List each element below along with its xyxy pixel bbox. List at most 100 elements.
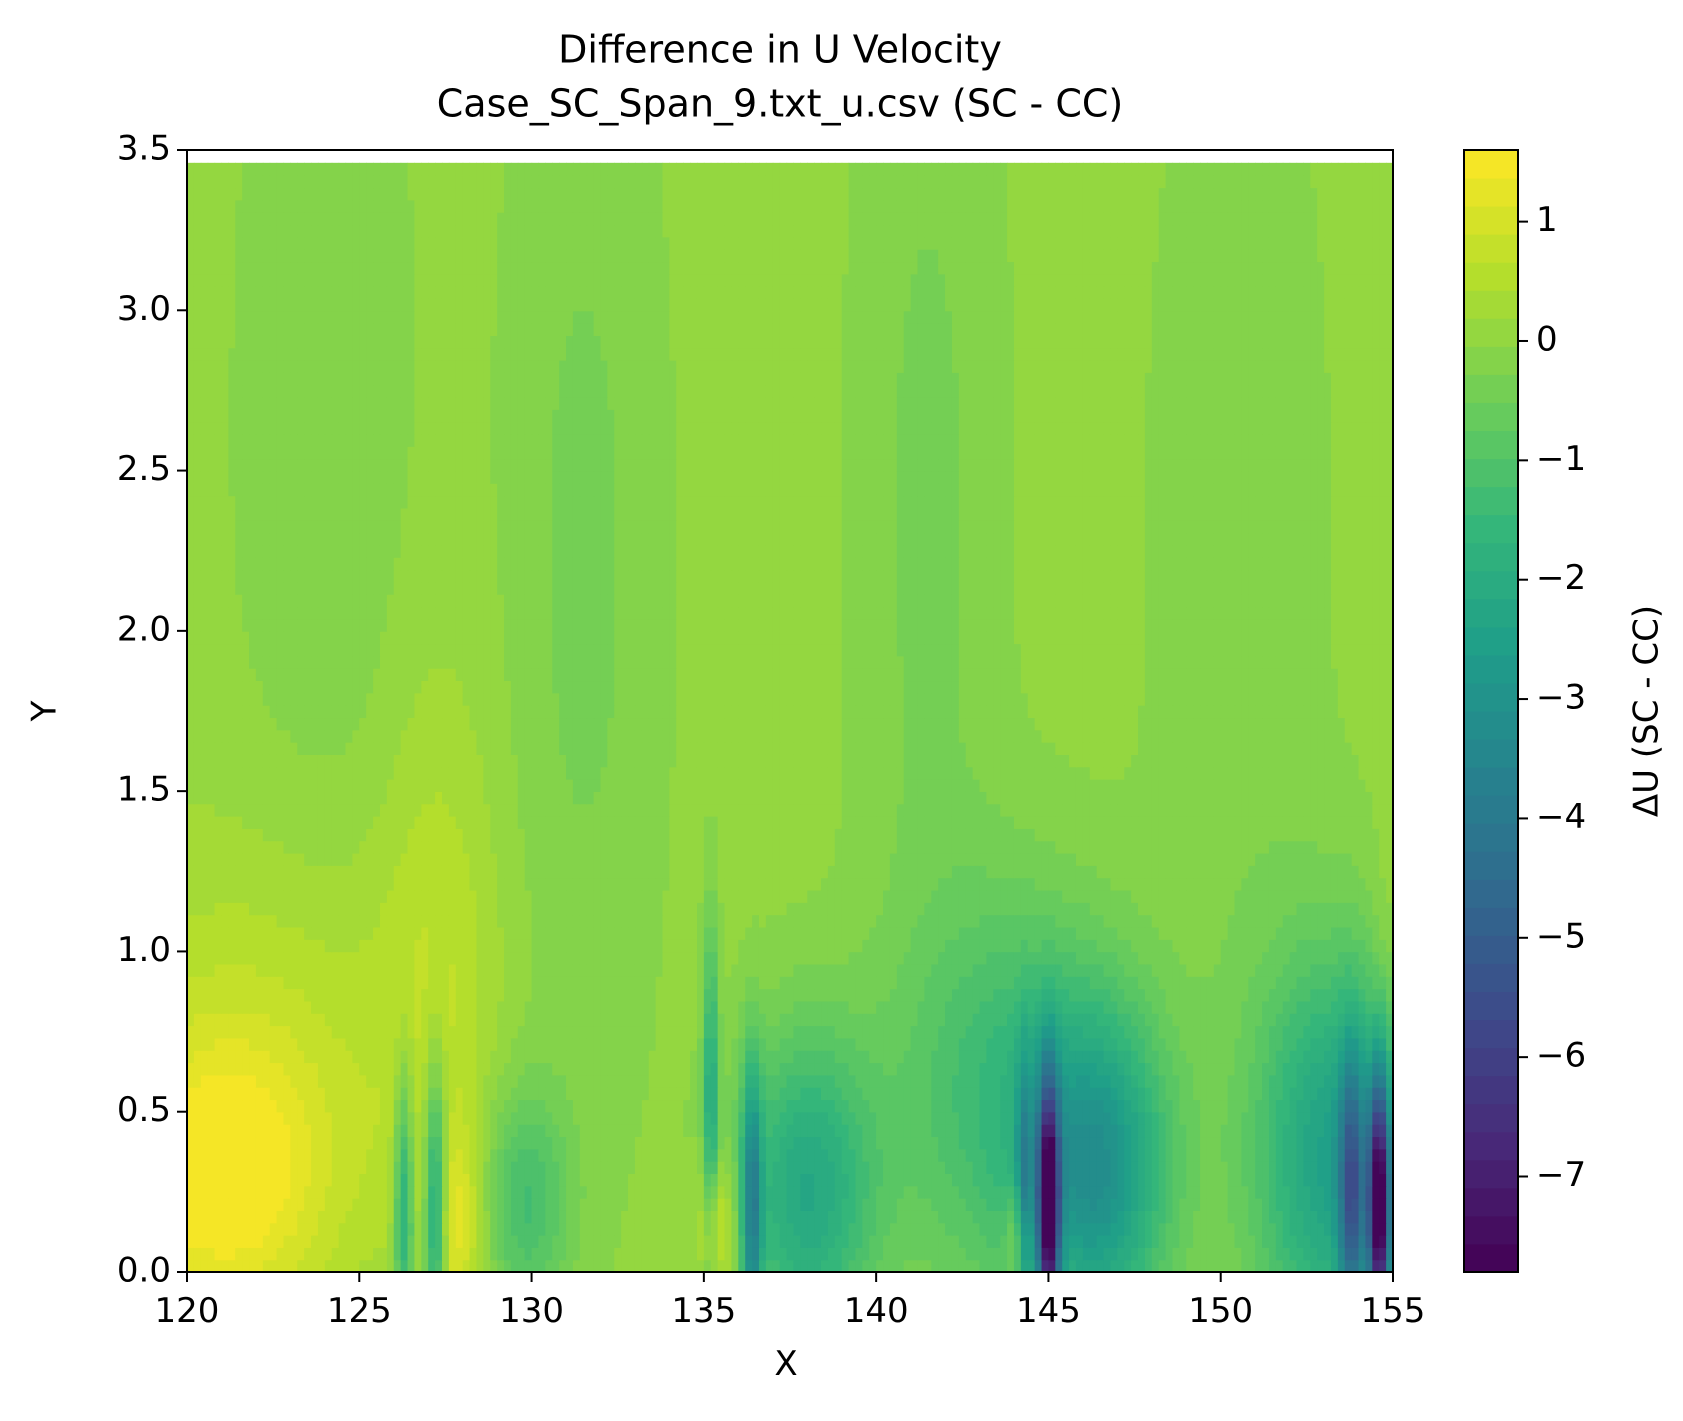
heatmap-cell [738,1173,746,1187]
heatmap-cell [255,1025,264,1039]
heatmap-cell [703,1198,712,1211]
heatmap-cell [1289,1210,1298,1224]
heatmap-cell [1241,1124,1249,1138]
heatmap-cell [1275,1198,1284,1211]
heatmap-cell [600,1210,608,1224]
heatmap-cell [476,939,484,953]
heatmap-cell [531,914,540,928]
heatmap-cell [1075,1111,1084,1125]
heatmap-cell [242,976,250,990]
heatmap-cell [717,1013,726,1027]
heatmap-cell [593,939,602,953]
heatmap-cell [373,1099,381,1113]
heatmap-cell [1131,1222,1139,1236]
heatmap-cell [1241,1136,1249,1150]
heatmap-cell [986,1259,994,1272]
heatmap-cell [1317,976,1325,990]
heatmap-cell [951,1025,960,1039]
heatmap-cell [1027,963,1036,977]
heatmap-cell [331,1198,340,1211]
heatmap-cell [903,951,912,965]
heatmap-cell [345,1050,353,1064]
heatmap-cell [324,1050,333,1064]
heatmap-cell [1317,963,1325,977]
heatmap-cell [393,1247,402,1261]
heatmap-cell [207,1161,216,1174]
heatmap-cell [566,1062,574,1076]
heatmap-cell [1144,1050,1153,1064]
heatmap-cell [1255,1235,1263,1248]
heatmap-cell [566,1173,574,1187]
heatmap-cell [641,1161,650,1174]
heatmap-cell [814,1136,822,1150]
heatmap-cell [696,951,705,965]
heatmap-cell [1268,1074,1277,1088]
heatmap-cell [979,1111,987,1125]
heatmap-cell [524,1111,533,1125]
heatmap-cell [779,1247,788,1261]
heatmap-cell [641,1000,650,1014]
heatmap-cell [1055,1050,1063,1064]
heatmap-cell [1324,1235,1332,1248]
heatmap-cell [1241,1161,1249,1174]
heatmap-cell [414,1000,422,1014]
heatmap-cell [1165,1161,1174,1174]
heatmap-cell [297,1050,305,1064]
heatmap-cell [1282,1136,1291,1150]
heatmap-cell [1248,1050,1256,1064]
heatmap-cell [428,1111,436,1125]
heatmap-cell [1337,951,1346,965]
heatmap-cell [1275,939,1284,953]
heatmap-cell [779,1136,788,1150]
heatmap-cell [1303,1000,1311,1014]
heatmap-cell [1248,1136,1256,1150]
heatmap-cell [572,926,581,940]
heatmap-cell [235,1099,243,1113]
heatmap-cell [1351,1037,1360,1051]
heatmap-cell [193,1050,202,1064]
heatmap-cell [262,1136,271,1150]
heatmap-cell [731,926,739,940]
heatmap-cell [1020,1099,1029,1113]
heatmap-cell [1124,1037,1132,1051]
heatmap-cell [324,926,333,940]
heatmap-cell [407,1259,416,1272]
heatmap-cell [752,976,760,990]
heatmap-cell [958,1124,967,1138]
heatmap-cell [435,1111,443,1125]
heatmap-cell [235,1222,243,1236]
heatmap-cell [724,1037,733,1051]
heatmap-cell [1248,1062,1256,1076]
heatmap-cell [214,1099,223,1113]
heatmap-cell [752,1013,760,1027]
heatmap-cell [566,1148,574,1162]
heatmap-cell [814,1247,822,1261]
heatmap-cell [531,1161,540,1174]
heatmap-cell [1248,1087,1256,1101]
heatmap-cell [1055,963,1063,977]
heatmap-cell [187,1210,195,1224]
heatmap-cell [428,1000,436,1014]
heatmap-cell [235,1074,243,1088]
heatmap-cell [827,976,836,990]
heatmap-cell [821,988,829,1002]
heatmap-cell [221,1259,229,1272]
heatmap-cell [1138,1161,1146,1174]
heatmap-cell [1213,926,1222,940]
heatmap-cell [517,1235,526,1248]
heatmap-cell [951,1173,960,1187]
heatmap-cell [242,1000,250,1014]
heatmap-cell [1213,1136,1222,1150]
heatmap-cell [1186,988,1194,1002]
heatmap-cell [958,1136,967,1150]
heatmap-cell [407,914,416,928]
heatmap-cell [1179,1037,1187,1051]
heatmap-cell [1082,951,1091,965]
heatmap-cell [1227,1148,1236,1162]
heatmap-cell [214,1000,223,1014]
heatmap-cell [690,1222,698,1236]
heatmap-cell [490,1087,498,1101]
heatmap-cell [187,914,195,928]
heatmap-cell [352,1185,360,1199]
heatmap-cell [207,914,216,928]
